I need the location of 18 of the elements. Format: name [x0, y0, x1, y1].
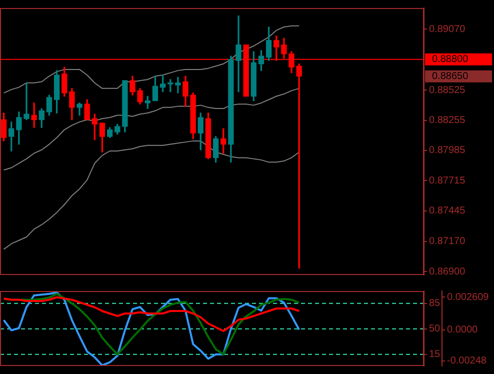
y2-tick-label: 50 [429, 324, 441, 335]
y2-tick-label: 85 [429, 298, 441, 310]
y-tick-label: 0.87985 [429, 145, 466, 156]
y-tick-label: 0.0000 [447, 324, 478, 336]
y-tick-label: 0.88525 [429, 84, 466, 96]
candlestick [175, 76, 181, 94]
y-tick-label: 0.89070 [429, 24, 466, 35]
y-tick-label: 0.87170 [429, 236, 466, 248]
y-tick-label: 0.002609 [447, 292, 490, 303]
y-tick-label: 0.88255 [429, 115, 466, 126]
y2-tick-label: 15 [429, 349, 441, 360]
candlestick [31, 102, 37, 128]
y-tick-label: -0.00248 [447, 356, 487, 366]
y-tick-label: 0.87445 [429, 206, 466, 217]
y-tick-label: 0.86900 [429, 266, 466, 278]
ref-line-label: 0.88800 [432, 54, 469, 66]
y-tick-label: 0.87715 [429, 175, 466, 186]
text: 0.88650 [432, 71, 469, 82]
